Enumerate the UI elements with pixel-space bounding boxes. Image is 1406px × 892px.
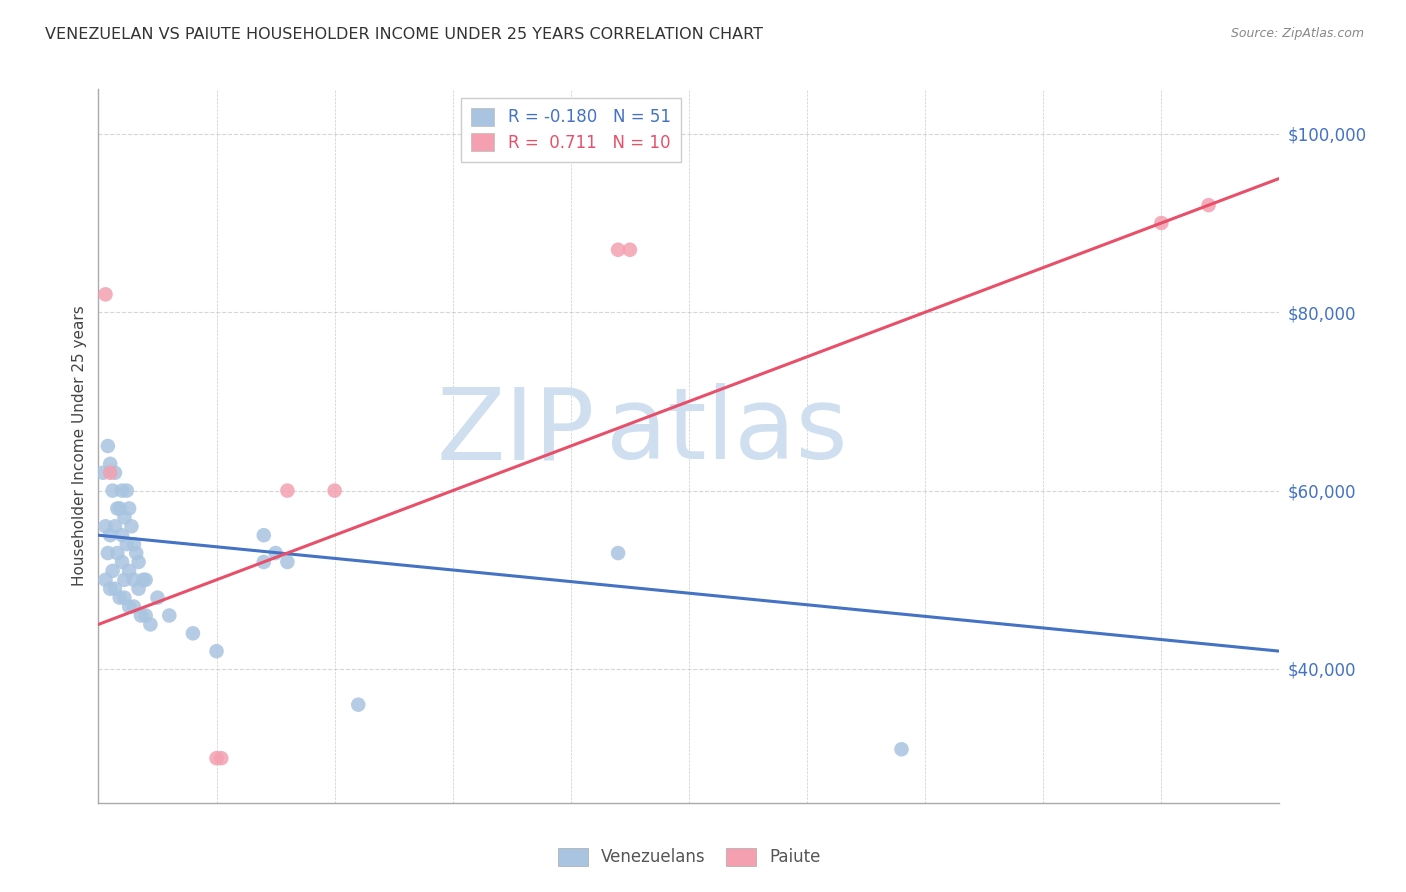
Point	[104, 519, 127, 533]
Point	[323, 483, 346, 498]
Point	[607, 243, 630, 257]
Point	[121, 519, 143, 533]
Point	[205, 751, 228, 765]
Point	[181, 626, 204, 640]
Point	[105, 546, 128, 560]
Point	[98, 528, 121, 542]
Point	[132, 573, 155, 587]
Point	[101, 564, 124, 578]
Point	[94, 573, 117, 587]
Point	[122, 599, 145, 614]
Point	[125, 546, 148, 560]
Point	[157, 608, 180, 623]
Point	[98, 457, 121, 471]
Point	[112, 510, 135, 524]
Point	[205, 644, 228, 658]
Point	[104, 582, 127, 596]
Point	[112, 591, 135, 605]
Point	[112, 573, 135, 587]
Point	[118, 501, 141, 516]
Text: Source: ZipAtlas.com: Source: ZipAtlas.com	[1230, 27, 1364, 40]
Point	[111, 528, 134, 542]
Point	[128, 555, 150, 569]
Point	[118, 564, 141, 578]
Point	[146, 591, 169, 605]
Point	[97, 439, 120, 453]
Point	[139, 617, 162, 632]
Point	[105, 501, 128, 516]
Point	[135, 608, 157, 623]
Point	[115, 483, 138, 498]
Point	[253, 528, 276, 542]
Y-axis label: Householder Income Under 25 years: Householder Income Under 25 years	[72, 306, 87, 586]
Point	[118, 599, 141, 614]
Point	[98, 466, 121, 480]
Point	[209, 751, 232, 765]
Point	[94, 287, 117, 301]
Point	[1198, 198, 1220, 212]
Point	[607, 546, 630, 560]
Text: ZIP: ZIP	[436, 384, 595, 480]
Point	[128, 582, 150, 596]
Point	[347, 698, 370, 712]
Point	[890, 742, 912, 756]
Point	[276, 483, 298, 498]
Point	[104, 466, 127, 480]
Point	[94, 519, 117, 533]
Point	[122, 573, 145, 587]
Point	[122, 537, 145, 551]
Text: VENEZUELAN VS PAIUTE HOUSEHOLDER INCOME UNDER 25 YEARS CORRELATION CHART: VENEZUELAN VS PAIUTE HOUSEHOLDER INCOME …	[45, 27, 763, 42]
Point	[264, 546, 287, 560]
Point	[276, 555, 298, 569]
Point	[108, 591, 131, 605]
Text: atlas: atlas	[606, 384, 848, 480]
Point	[111, 483, 134, 498]
Point	[97, 546, 120, 560]
Point	[115, 537, 138, 551]
Point	[1150, 216, 1173, 230]
Point	[253, 555, 276, 569]
Point	[98, 582, 121, 596]
Point	[91, 466, 114, 480]
Point	[111, 555, 134, 569]
Point	[101, 483, 124, 498]
Point	[129, 608, 152, 623]
Point	[619, 243, 641, 257]
Point	[108, 501, 131, 516]
Point	[135, 573, 157, 587]
Legend: Venezuelans, Paiute: Venezuelans, Paiute	[551, 841, 827, 873]
